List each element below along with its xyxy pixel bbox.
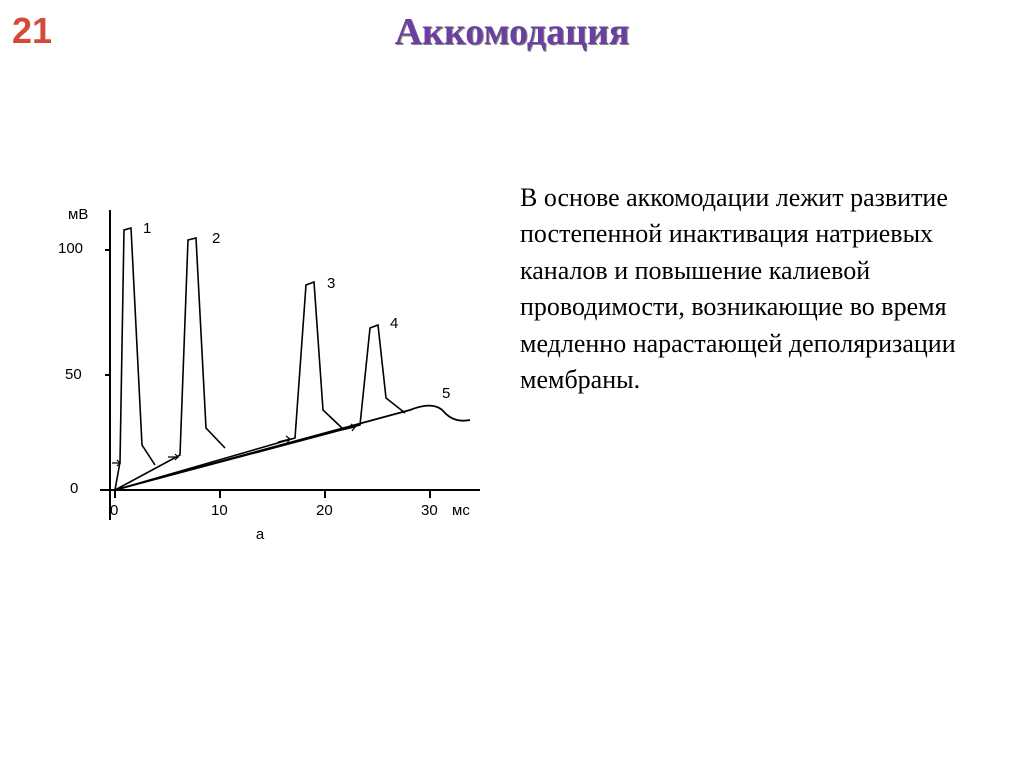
page-title: Аккомодация [0,10,1024,54]
x-tick-0: 0 [110,502,118,519]
curve-label-2: 2 [212,230,220,247]
x-tick-1: 10 [211,502,228,519]
chart-svg [20,180,500,580]
curve-label-4: 4 [390,315,398,332]
y-tick-1: 50 [65,366,82,383]
curve-label-5: 5 [442,385,450,402]
x-tick-2: 20 [316,502,333,519]
body-text: В основе аккомодации лежит развитие пост… [520,180,1004,580]
x-tick-3: 30 [421,502,438,519]
y-tick-0: 0 [70,480,78,497]
y-tick-2: 100 [58,240,83,257]
curve-label-3: 3 [327,275,335,292]
chart: мВ 0 50 100 0 10 20 30 мс a 1 2 3 4 5 [20,180,500,580]
curve-label-1: 1 [143,220,151,237]
content-row: мВ 0 50 100 0 10 20 30 мс a 1 2 3 4 5 В … [20,180,1004,580]
x-unit-label: мс [452,502,470,519]
y-axis-label: мВ [68,206,88,223]
x-axis-label: a [256,526,264,566]
